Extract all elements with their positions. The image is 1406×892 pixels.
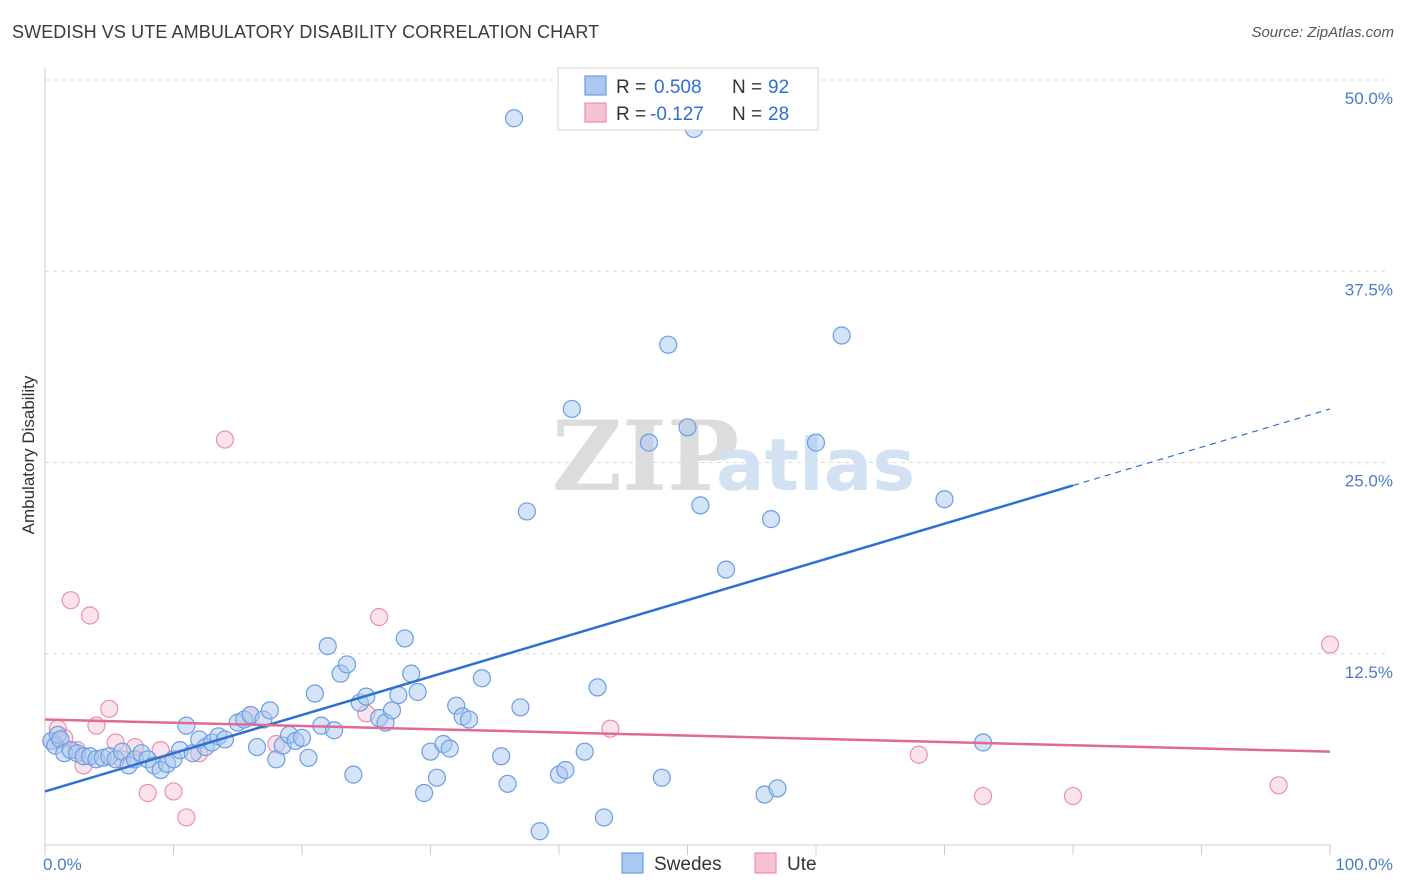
swedes-point-55	[395, 629, 414, 648]
ute-point-3	[61, 591, 80, 610]
swedes-point-68	[498, 774, 517, 793]
swedes-point-58	[414, 783, 434, 803]
swedes-point-42	[305, 684, 324, 703]
ute-point-8	[100, 699, 119, 718]
swedes-point-62	[440, 739, 459, 758]
x-tick-label-0: 0.0%	[43, 855, 82, 874]
trend-lines	[44, 408, 1331, 793]
swedes-point-70	[511, 698, 530, 717]
legend-r-label-ute: R =	[616, 104, 646, 125]
swedes-point-53	[382, 701, 402, 720]
ute-point-25	[1063, 786, 1083, 806]
ute-point-27	[1320, 635, 1340, 654]
x-tick-labels: 0.0% 100.0%	[43, 855, 1393, 874]
ute-point-6	[80, 606, 100, 625]
legend-n-label-swedes: N =	[732, 77, 762, 98]
swedes-point-90	[832, 326, 851, 345]
grid-lines	[45, 79, 1385, 655]
swedes-trend-extension	[1072, 408, 1331, 487]
swedes-point-60	[427, 768, 447, 787]
swedes-point-78	[594, 808, 614, 827]
legend-swatch-swedes	[584, 75, 607, 96]
ute-point-15	[177, 808, 196, 827]
swedes-point-85	[716, 560, 736, 579]
swedes-point-75	[562, 399, 581, 419]
ute-point-26	[1269, 776, 1288, 795]
swedes-point-74	[556, 760, 575, 780]
swedes-point-72	[530, 822, 549, 841]
swedes-point-82	[678, 418, 697, 437]
swedes-point-89	[806, 433, 826, 452]
swedes-point-88	[768, 779, 787, 798]
swedes-point-40	[292, 728, 312, 748]
swedes-point-80	[652, 768, 671, 787]
watermark-zip: ZIP	[552, 400, 739, 513]
y-tick-labels: 12.5% 25.0% 37.5% 50.0%	[1345, 89, 1393, 682]
ute-point-17	[215, 430, 234, 449]
swedes-point-44	[318, 636, 337, 656]
swedes-point-33	[247, 737, 267, 757]
bottom-legend-swatch-swedes	[621, 852, 644, 874]
y-tick-label-3: 50.0%	[1345, 89, 1393, 108]
swedes-point-65	[459, 710, 479, 729]
swedes-point-67	[492, 747, 511, 766]
legend-swatch-ute	[584, 102, 607, 123]
swedes-point-69	[504, 109, 524, 128]
swedes-point-79	[639, 433, 659, 452]
swedes-point-66	[472, 669, 491, 688]
swedes-point-57	[408, 682, 427, 702]
swedes-point-47	[337, 655, 357, 674]
legend-n-value-swedes: 92	[768, 77, 789, 98]
ute-point-21	[370, 607, 389, 627]
legend-r-value-ute: -0.127	[650, 104, 704, 125]
source-label: Source: ZipAtlas.com	[1251, 24, 1394, 41]
swedes-point-41	[299, 748, 318, 767]
ute-point-14	[164, 782, 183, 801]
swedes-point-87	[761, 510, 781, 529]
ute-point-23	[909, 745, 928, 764]
legend-n-value-ute: 28	[768, 104, 789, 125]
swedes-trend-line	[44, 484, 1074, 793]
ute-point-24	[973, 786, 993, 806]
swedes-point-84	[691, 496, 710, 515]
swedes-point-23	[177, 716, 196, 735]
swedes-point-45	[325, 721, 344, 740]
watermark: ZIP atlas	[552, 400, 915, 513]
ute-point-12	[138, 783, 157, 803]
bottom-legend-label-swedes: Swedes	[654, 854, 722, 875]
chart-title: SWEDISH VS UTE AMBULATORY DISABILITY COR…	[12, 22, 600, 42]
legend-r-label-swedes: R =	[616, 77, 646, 98]
swedes-point-76	[575, 742, 594, 761]
y-axis-label: Ambulatory Disability	[19, 375, 38, 534]
legend-n-label-ute: N =	[732, 104, 762, 125]
legend: R = 0.508 N = 92 R = -0.127 N = 28	[557, 67, 819, 131]
bottom-legend-label-ute: Ute	[787, 854, 817, 875]
bottom-legend: Swedes Ute	[621, 852, 817, 875]
y-tick-label-2: 37.5%	[1345, 280, 1393, 299]
bottom-legend-swatch-ute	[754, 852, 777, 874]
axes	[44, 68, 1331, 855]
legend-r-value-swedes: 0.508	[654, 77, 702, 98]
swedes-point-48	[344, 765, 363, 784]
x-tick-label-1: 100.0%	[1335, 855, 1393, 874]
y-tick-label-1: 25.0%	[1345, 472, 1393, 491]
swedes-point-35	[260, 701, 279, 720]
ute-trend-line	[44, 718, 1331, 753]
y-tick-label-0: 12.5%	[1345, 663, 1393, 682]
swedes-point-77	[588, 678, 607, 697]
swedes-point-91	[935, 490, 954, 509]
swedes-point-81	[659, 335, 678, 354]
swedes-point-71	[517, 502, 536, 521]
